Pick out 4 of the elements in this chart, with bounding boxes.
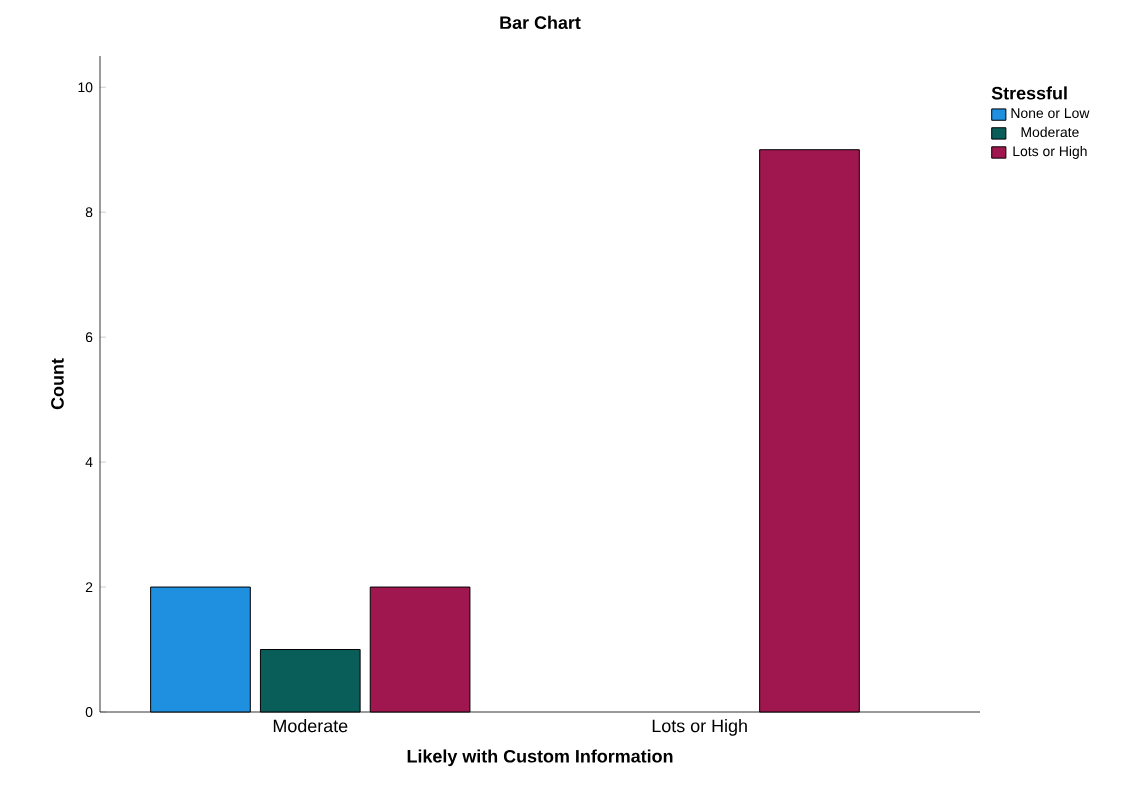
x-axis-title: Likely with Custom Information [407, 749, 673, 767]
chart-title: Bar Chart [500, 15, 581, 30]
y-axis-title: Count [51, 358, 64, 410]
legend-title: Stressful [991, 86, 1067, 100]
